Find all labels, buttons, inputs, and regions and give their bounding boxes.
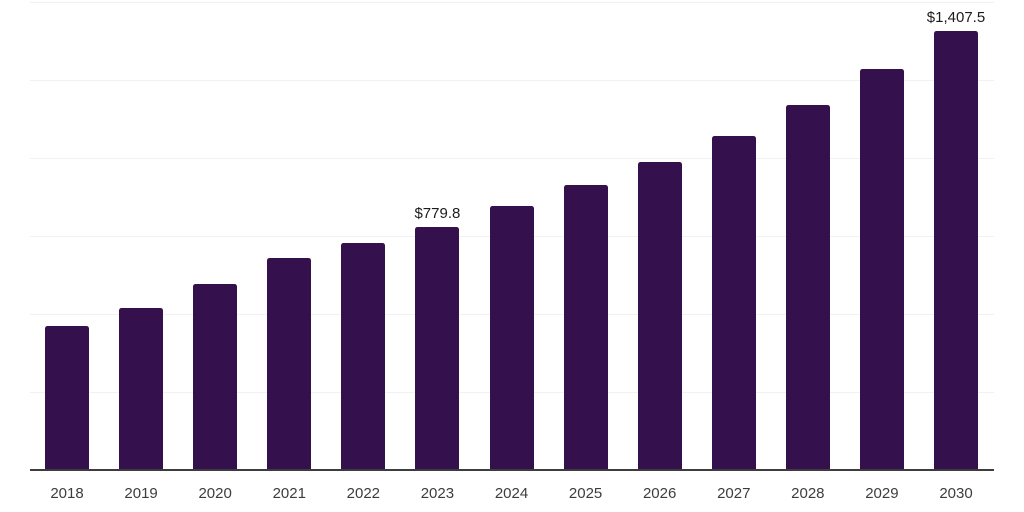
x-tick-label-2023: 2023 [420,485,455,502]
bar-2023 [415,226,460,469]
x-tick-label-2018: 2018 [50,485,84,502]
gridline-1500 [30,2,994,3]
bar-2019 [119,308,164,469]
bar-2021 [267,258,312,469]
x-tick-label-2019: 2019 [124,485,158,502]
bar-2020 [193,284,238,469]
x-axis-line [30,469,994,471]
gridline-1250 [30,80,994,81]
bar-2026 [637,162,682,469]
x-tick-label-2030: 2030 [939,485,973,502]
x-tick-label-2021: 2021 [272,485,306,502]
bar-value-label-2023: $779.8 [414,204,461,222]
bar-2028 [785,104,830,469]
bar-value-label-2030: $1,407.5 [926,8,986,26]
x-tick-label-2022: 2022 [346,485,381,502]
bar-2018 [45,325,89,469]
x-tick-label-2024: 2024 [494,485,529,502]
bar-2029 [859,69,904,469]
x-tick-label-2025: 2025 [568,485,603,502]
bar-2024 [489,206,534,469]
bar-2025 [563,185,608,469]
bar-2022 [341,243,386,469]
x-tick-label-2020: 2020 [198,485,232,502]
x-tick-label-2027: 2027 [717,485,751,502]
x-tick-label-2029: 2029 [865,485,899,502]
x-tick-label-2028: 2028 [791,485,825,502]
bar-2027 [711,136,756,469]
gridline-1000 [30,158,994,159]
bar-2030 [934,30,978,469]
x-tick-label-2026: 2026 [642,485,677,502]
